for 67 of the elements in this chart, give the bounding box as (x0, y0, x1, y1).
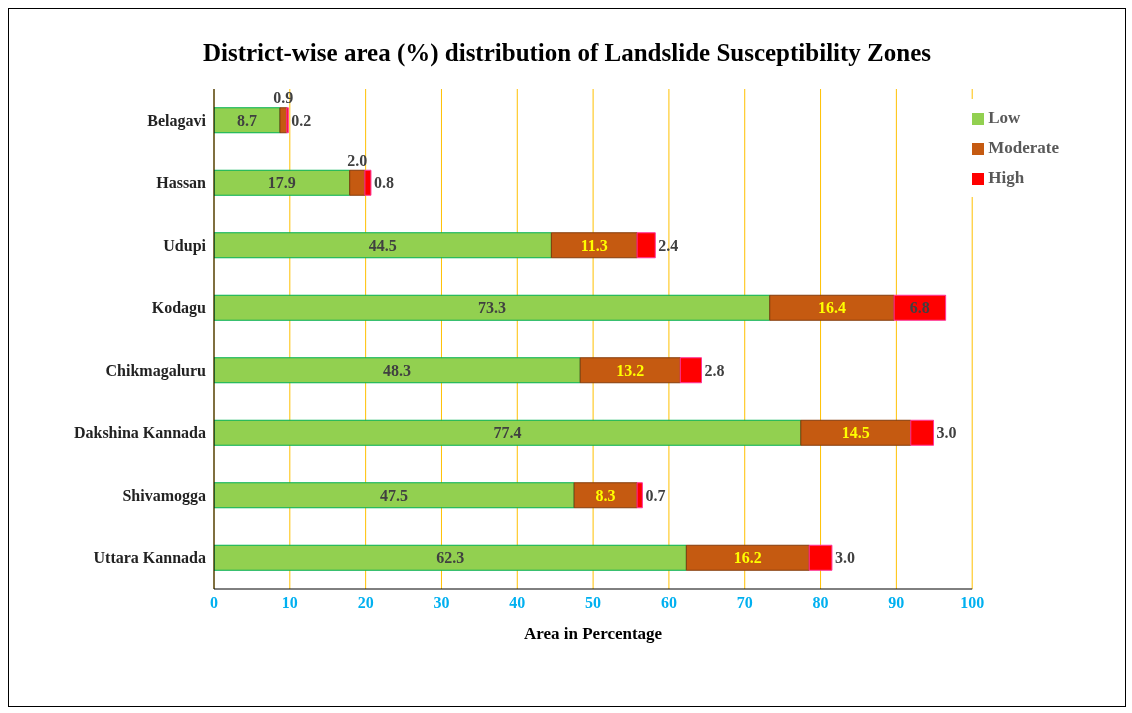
y-tick-label: Kodagu (151, 299, 207, 318)
bar (636, 482, 643, 509)
bar (349, 169, 366, 196)
bar (893, 294, 947, 321)
data-label: 62.3 (436, 549, 465, 567)
x-tick-label: 10 (281, 594, 298, 612)
data-label: 77.4 (493, 424, 522, 442)
bar (214, 419, 802, 446)
x-tick-label: 60 (660, 594, 677, 612)
x-tick-label: 0 (210, 594, 218, 612)
bar (214, 169, 351, 196)
data-label: 6.8 (909, 299, 930, 317)
bar (636, 232, 656, 259)
bar (685, 544, 810, 571)
x-tick-label: 90 (888, 594, 905, 612)
y-tick-label: Belagavi (147, 111, 207, 130)
bar (573, 482, 638, 509)
x-tick-label: 40 (509, 594, 526, 612)
chart-title: District-wise area (%) distribution of Landslide Susceptibility Zones (201, 39, 932, 67)
x-axis-title: Area in Percentage (524, 624, 663, 643)
x-tick-label: 70 (736, 594, 753, 612)
bar (808, 544, 833, 571)
data-label: 73.3 (477, 299, 506, 317)
bar (214, 482, 575, 509)
data-label: 8.3 (595, 486, 616, 504)
data-label: 14.5 (841, 424, 870, 442)
data-label: 48.3 (383, 361, 412, 379)
data-label: 11.3 (580, 236, 608, 254)
data-label: 8.7 (236, 111, 257, 129)
bar (679, 357, 703, 384)
legend-label: High (988, 168, 1025, 187)
data-label: 44.5 (368, 236, 397, 254)
x-tick-label: 100 (960, 594, 985, 612)
x-tick-label: 50 (585, 594, 602, 612)
y-tick-label: Shivamogga (122, 486, 206, 505)
bar (364, 169, 372, 196)
data-label: 16.4 (817, 299, 846, 317)
bar (769, 294, 895, 321)
bar (550, 232, 638, 259)
data-label: 0.7 (645, 486, 666, 504)
bar (279, 107, 288, 134)
y-tick-label: Chikmagaluru (105, 361, 207, 380)
data-label: 3.0 (834, 549, 855, 567)
data-label: 0.8 (373, 174, 394, 192)
y-tick-label: Uttara Kannada (93, 549, 206, 567)
y-tick-label: Udupi (163, 236, 207, 255)
bar (214, 544, 687, 571)
legend-label: Low (988, 108, 1021, 127)
bar (214, 294, 771, 321)
data-label: 2.8 (704, 361, 725, 379)
bar (910, 419, 935, 446)
data-label: 3.0 (936, 424, 957, 442)
y-tick-label: Hassan (156, 174, 207, 192)
bar (214, 357, 581, 384)
bar (579, 357, 681, 384)
x-tick-label: 80 (812, 594, 829, 612)
data-label: 0.2 (291, 111, 312, 129)
bar (214, 232, 552, 259)
legend-label: Moderate (988, 138, 1059, 157)
data-label: 47.5 (380, 486, 409, 504)
data-label: 16.2 (733, 549, 762, 567)
bar (800, 419, 912, 446)
data-label: 17.9 (267, 174, 296, 192)
data-label: 13.2 (616, 361, 645, 379)
y-tick-label: Dakshina Kannada (73, 424, 206, 442)
x-tick-label: 20 (357, 594, 374, 612)
x-tick-label: 30 (433, 594, 450, 612)
